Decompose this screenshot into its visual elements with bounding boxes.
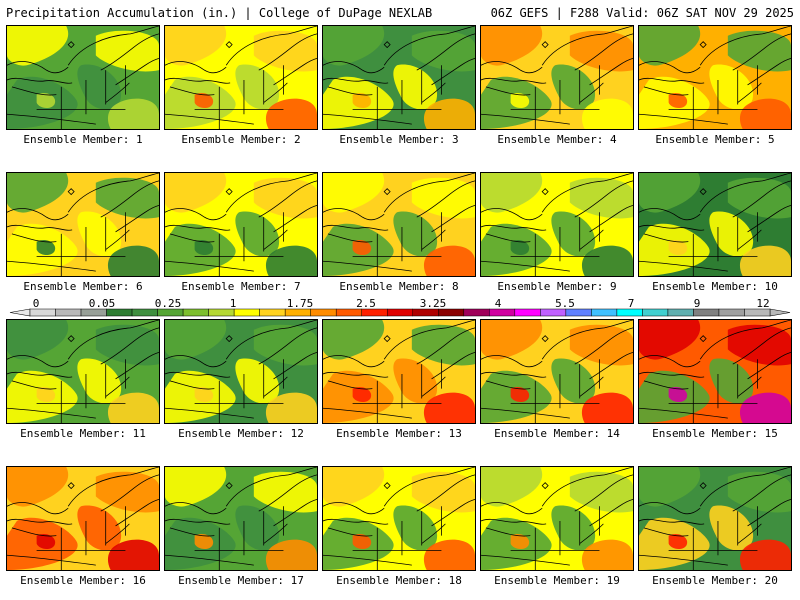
ensemble-member-label: Ensemble Member: 16 bbox=[20, 574, 146, 587]
legend-color-swatch bbox=[208, 308, 235, 317]
ensemble-member-label: Ensemble Member: 1 bbox=[23, 133, 143, 146]
ensemble-map-panel bbox=[480, 25, 634, 130]
legend-tick-label: 0 bbox=[32, 297, 40, 310]
ensemble-member-label: Ensemble Member: 11 bbox=[20, 427, 146, 440]
legend-color-swatch bbox=[591, 308, 618, 317]
legend-color-swatch bbox=[616, 308, 643, 317]
legend-color-swatch bbox=[157, 308, 184, 317]
ensemble-map-panel bbox=[638, 172, 792, 277]
ensemble-map-panel bbox=[638, 319, 792, 424]
ensemble-member-label: Ensemble Member: 18 bbox=[336, 574, 462, 587]
ensemble-member-label: Ensemble Member: 5 bbox=[655, 133, 775, 146]
legend-tick-label: 1.75 bbox=[286, 297, 314, 310]
legend-color-swatch bbox=[55, 308, 82, 317]
color-scale-bar bbox=[9, 308, 791, 317]
legend-color-swatch bbox=[642, 308, 669, 317]
ensemble-map-panel bbox=[6, 172, 160, 277]
ensemble-map-panel bbox=[322, 25, 476, 130]
legend-color-swatch bbox=[29, 308, 56, 317]
legend-color-swatch bbox=[565, 308, 592, 317]
legend-color-swatch bbox=[540, 308, 567, 317]
legend-tick-label: 5.5 bbox=[555, 297, 575, 310]
ensemble-member-label: Ensemble Member: 9 bbox=[497, 280, 617, 293]
legend-color-swatch bbox=[106, 308, 133, 317]
ensemble-member-label: Ensemble Member: 4 bbox=[497, 133, 617, 146]
legend-color-swatch bbox=[438, 308, 465, 317]
legend-color-swatch bbox=[667, 308, 694, 317]
legend-tick-label: 3.25 bbox=[419, 297, 447, 310]
legend-left-arrow bbox=[9, 308, 31, 317]
ensemble-map-panel bbox=[322, 172, 476, 277]
ensemble-map-panel bbox=[6, 319, 160, 424]
legend-tick-label: 0.05 bbox=[88, 297, 116, 310]
legend-color-swatch bbox=[489, 308, 516, 317]
ensemble-member-label: Ensemble Member: 7 bbox=[181, 280, 301, 293]
ensemble-member-label: Ensemble Member: 10 bbox=[652, 280, 778, 293]
legend-color-swatch bbox=[259, 308, 286, 317]
ensemble-map-panel bbox=[164, 25, 318, 130]
ensemble-map-panel bbox=[638, 466, 792, 571]
ensemble-map-panel bbox=[6, 25, 160, 130]
ensemble-member-label: Ensemble Member: 19 bbox=[494, 574, 620, 587]
legend-color-swatch bbox=[514, 308, 541, 317]
page-title: Precipitation Accumulation (in.) | Colle… bbox=[6, 6, 433, 20]
legend-color-swatch bbox=[182, 308, 209, 317]
ensemble-map-panel bbox=[164, 466, 318, 571]
legend-color-swatch bbox=[310, 308, 337, 317]
ensemble-map-panel bbox=[480, 319, 634, 424]
legend-color-swatch bbox=[463, 308, 490, 317]
ensemble-member-label: Ensemble Member: 8 bbox=[339, 280, 459, 293]
legend-tick-label: 7 bbox=[627, 297, 635, 310]
ensemble-map-panel bbox=[638, 25, 792, 130]
ensemble-member-label: Ensemble Member: 13 bbox=[336, 427, 462, 440]
legend-color-swatch bbox=[718, 308, 745, 317]
legend-tick-label: 0.25 bbox=[154, 297, 182, 310]
ensemble-map-panel bbox=[164, 319, 318, 424]
legend-color-swatch bbox=[361, 308, 388, 317]
ensemble-map-panel bbox=[322, 319, 476, 424]
legend-tick-label: 9 bbox=[693, 297, 701, 310]
legend-tick-label: 1 bbox=[229, 297, 237, 310]
ensemble-member-label: Ensemble Member: 17 bbox=[178, 574, 304, 587]
ensemble-map-panel bbox=[164, 172, 318, 277]
ensemble-member-label: Ensemble Member: 12 bbox=[178, 427, 304, 440]
legend-tick-label: 12 bbox=[756, 297, 770, 310]
ensemble-member-label: Ensemble Member: 15 bbox=[652, 427, 778, 440]
legend-color-swatch bbox=[131, 308, 158, 317]
legend-color-swatch bbox=[693, 308, 720, 317]
legend-color-swatch bbox=[80, 308, 107, 317]
legend-color-swatch bbox=[412, 308, 439, 317]
ensemble-member-label: Ensemble Member: 3 bbox=[339, 133, 459, 146]
legend-color-swatch bbox=[744, 308, 771, 317]
legend-color-swatch bbox=[335, 308, 362, 317]
ensemble-map-panel bbox=[6, 466, 160, 571]
legend-color-swatch bbox=[233, 308, 260, 317]
ensemble-member-label: Ensemble Member: 6 bbox=[23, 280, 143, 293]
ensemble-member-label: Ensemble Member: 14 bbox=[494, 427, 620, 440]
legend-tick-label: 2.5 bbox=[356, 297, 376, 310]
legend-color-swatch bbox=[386, 308, 414, 317]
ensemble-map-panel bbox=[322, 466, 476, 571]
ensemble-map-panel bbox=[480, 172, 634, 277]
run-info: 06Z GEFS | F288 Valid: 06Z SAT NOV 29 20… bbox=[490, 6, 794, 20]
legend-color-swatch bbox=[284, 308, 311, 317]
ensemble-member-label: Ensemble Member: 2 bbox=[181, 133, 301, 146]
legend-right-arrow bbox=[769, 308, 791, 317]
legend-tick-label: 4 bbox=[494, 297, 502, 310]
ensemble-member-label: Ensemble Member: 20 bbox=[652, 574, 778, 587]
ensemble-map-panel bbox=[480, 466, 634, 571]
